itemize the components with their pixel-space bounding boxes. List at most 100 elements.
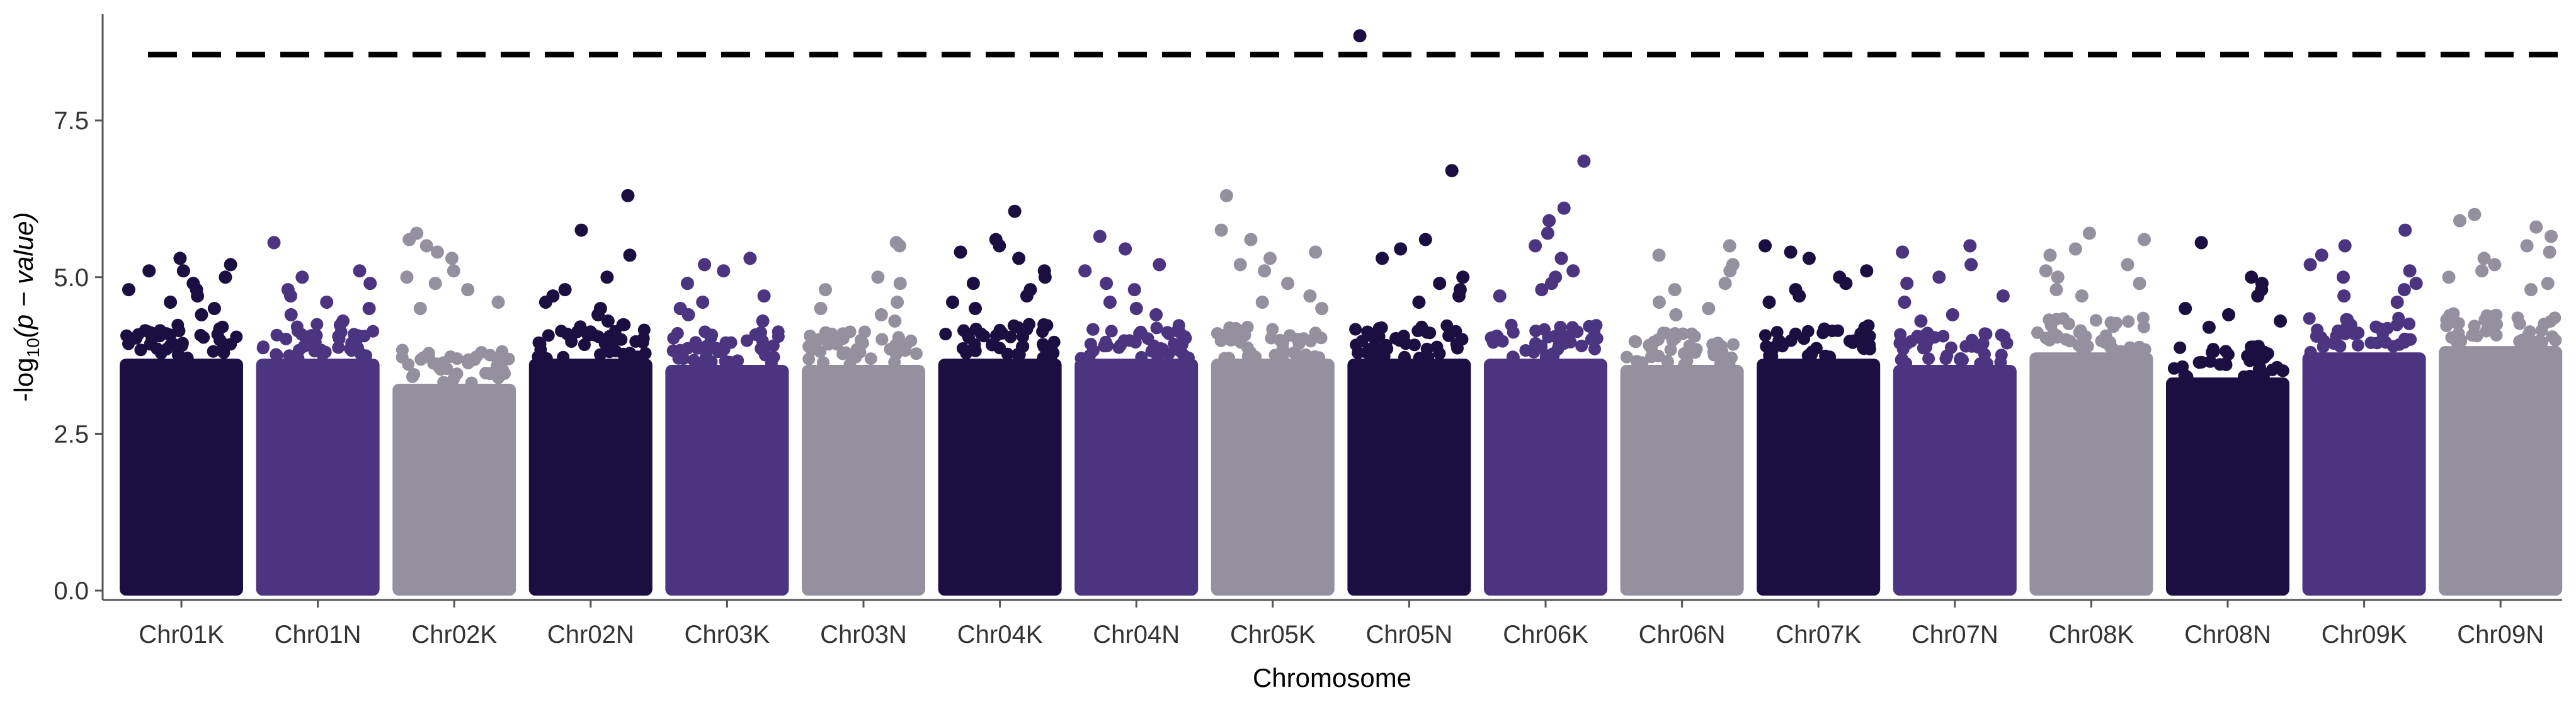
data-point (1349, 323, 1362, 336)
data-point (946, 296, 959, 309)
chromosome-body-Chr09K (2302, 352, 2426, 596)
data-point (2219, 345, 2232, 358)
data-point (2345, 324, 2359, 337)
x-tick-label: Chr03N (820, 621, 907, 648)
data-point (2543, 245, 2556, 259)
data-point (2490, 318, 2504, 331)
data-point (1283, 329, 1296, 342)
data-point (2104, 340, 2117, 354)
data-point (2398, 332, 2411, 345)
data-point (2351, 338, 2364, 352)
data-point (826, 329, 840, 342)
data-point (413, 302, 427, 315)
data-point (598, 337, 612, 350)
data-point (1803, 348, 1816, 361)
data-point (1995, 328, 2008, 342)
data-point (1529, 337, 1542, 350)
data-point (960, 327, 974, 340)
data-point (362, 302, 376, 315)
data-point (1377, 350, 1391, 362)
data-point (353, 264, 367, 278)
data-point (2222, 308, 2235, 321)
data-point (431, 245, 444, 259)
data-point (542, 329, 555, 342)
data-point (257, 340, 270, 354)
plot-panel (120, 29, 2563, 596)
data-point (447, 264, 460, 278)
data-point (2369, 320, 2383, 333)
data-point (1519, 344, 1532, 357)
data-point (1544, 277, 1558, 291)
data-point (1702, 302, 1716, 315)
data-point (1557, 201, 1571, 215)
data-point (1896, 343, 1910, 355)
data-point (1412, 296, 1426, 309)
data-point (875, 333, 889, 346)
data-point (836, 327, 850, 340)
data-point (1664, 343, 1677, 357)
chromosome-bands (120, 346, 2563, 596)
data-point (681, 277, 694, 291)
data-point (2453, 214, 2466, 228)
data-point (1895, 354, 1908, 366)
data-point (2063, 335, 2077, 348)
data-point (1939, 352, 1952, 366)
chromosome-body-Chr09N (2439, 346, 2563, 596)
data-point (1017, 330, 1029, 343)
data-point (308, 345, 321, 358)
data-point (1620, 350, 1633, 364)
data-point (1954, 353, 1966, 366)
data-point (993, 239, 1006, 253)
data-point (2475, 264, 2489, 278)
data-point (1762, 296, 1776, 309)
data-point (1493, 289, 1507, 303)
data-point (743, 251, 757, 265)
x-tick-label: Chr07N (1912, 621, 1998, 648)
data-point (1554, 321, 1567, 333)
data-point (631, 350, 644, 364)
data-point (1360, 346, 1373, 359)
data-point (1420, 342, 1433, 355)
data-point (1309, 245, 1323, 259)
data-point (2536, 336, 2549, 349)
data-point (197, 331, 210, 344)
data-point (2271, 360, 2284, 374)
data-point (2397, 283, 2411, 297)
data-point (320, 296, 334, 309)
data-point (2454, 335, 2467, 349)
data-point (1376, 251, 1389, 265)
data-point (1652, 296, 1666, 309)
data-point (637, 323, 651, 337)
data-point (698, 258, 712, 272)
data-point (2364, 336, 2378, 349)
data-point (1224, 333, 1238, 347)
data-point (2304, 345, 2317, 359)
data-point (1445, 164, 1459, 178)
chromosome-body-Chr07K (1757, 359, 1881, 596)
data-point (1566, 264, 1580, 278)
data-point (696, 296, 710, 309)
data-point (1355, 335, 1369, 348)
data-point (1996, 289, 2010, 303)
data-point (2450, 316, 2463, 330)
data-point (1964, 258, 1978, 272)
data-point (2136, 311, 2150, 325)
x-tick-label: Chr09K (2322, 621, 2407, 648)
data-point (2337, 270, 2350, 284)
data-point (1784, 334, 1798, 347)
data-point (717, 264, 731, 278)
data-point (757, 289, 771, 303)
data-point (1963, 239, 1977, 253)
data-point (1636, 356, 1649, 369)
data-point (1093, 229, 1107, 243)
data-point (889, 348, 903, 361)
data-point (2202, 320, 2216, 334)
x-tick-label: Chr01N (275, 621, 362, 648)
data-point (445, 251, 459, 265)
data-points (120, 29, 2562, 389)
data-point (621, 188, 635, 202)
data-point (1393, 334, 1406, 347)
chromosome-body-Chr02N (528, 359, 653, 596)
data-point (2549, 334, 2562, 347)
chromosome-body-Chr04K (938, 359, 1062, 596)
